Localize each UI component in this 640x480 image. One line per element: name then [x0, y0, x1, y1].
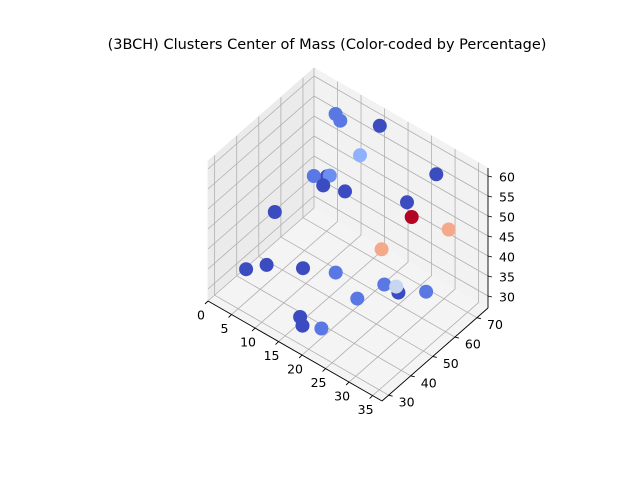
grid-line-z-left	[207, 75, 315, 170]
data-point	[316, 178, 331, 193]
data-points	[239, 107, 456, 336]
y-axis-line	[381, 307, 489, 402]
x-tick-label: 10	[240, 335, 256, 350]
grid-line-z-left	[207, 115, 315, 210]
grid-line-z-back	[313, 95, 489, 197]
data-point	[374, 242, 389, 257]
data-point	[404, 210, 419, 224]
z-tick-mark	[487, 215, 493, 218]
axis-lines	[207, 168, 489, 402]
y-tick-label: 30	[399, 395, 415, 410]
data-point	[441, 222, 456, 237]
tick-labels: 0 5 10 15 20 25 30 35 30 40 50 60 70 30 35 40 45 50 55 60	[197, 170, 515, 418]
y-tick-mark	[410, 375, 415, 378]
y-tick-label: 70	[487, 317, 503, 332]
y-tick-label: 60	[465, 337, 481, 352]
data-point	[328, 265, 343, 280]
data-point	[296, 261, 310, 276]
y-tick-mark	[454, 336, 459, 339]
data-point	[353, 148, 367, 163]
grid-line-x-floor	[301, 261, 409, 356]
x-tick-label: 15	[264, 348, 280, 363]
grid-line-x-floor	[348, 288, 456, 383]
x-tick-mark	[251, 327, 256, 332]
x-tick-mark	[369, 395, 373, 399]
z-tick-mark	[487, 275, 493, 278]
grid-line-z-left	[207, 175, 315, 270]
grid-line-x-floor	[207, 207, 315, 302]
data-point	[338, 184, 352, 199]
grid-line-z-back	[313, 115, 489, 217]
grid-line-x-floor	[231, 221, 338, 315]
x-tick-mark	[298, 354, 303, 359]
data-point	[389, 279, 404, 294]
z-tick-label: 55	[499, 190, 515, 205]
grid-line-z-left	[207, 155, 315, 250]
z-tick-mark	[487, 235, 493, 238]
chart-title: (3BCH) Clusters Center of Mass (Color-co…	[108, 37, 547, 53]
grid-line-y-floor	[214, 294, 389, 396]
data-point	[400, 195, 414, 210]
z-tick-mark	[487, 195, 493, 198]
grid-line-x-floor	[254, 234, 362, 329]
z-tick-mark	[487, 175, 493, 178]
data-point	[429, 167, 444, 182]
data-point	[322, 168, 337, 183]
x-tick-label: 5	[221, 321, 229, 336]
grid-line-x-floor	[325, 275, 432, 369]
grid-line-z-left	[207, 95, 315, 190]
z-tick-mark	[487, 255, 493, 258]
y-tick-mark	[432, 356, 437, 358]
grid-line-z-left	[207, 195, 315, 290]
grid-line-z-back	[313, 155, 489, 257]
x-tick-label: 25	[311, 375, 327, 390]
z-tick-label: 35	[499, 270, 515, 285]
x-tick-mark	[345, 381, 350, 386]
grid-line-y-floor	[258, 256, 433, 357]
x-tick-label: 0	[197, 308, 205, 323]
z-tick-label: 50	[499, 210, 515, 225]
data-point	[306, 169, 321, 183]
grid-line-z-back	[313, 135, 489, 237]
grid-line-z-left	[207, 135, 315, 230]
data-point	[295, 318, 310, 333]
data-point	[372, 118, 387, 133]
x-tick-mark	[322, 368, 326, 372]
grid-line-z-back	[313, 75, 489, 177]
x-tick-label: 30	[334, 389, 350, 404]
x-axis-line	[207, 300, 383, 402]
z-tick-label: 60	[499, 170, 515, 185]
y-tick-mark	[388, 394, 393, 397]
z-tick-label: 40	[499, 250, 515, 265]
x-tick-mark	[275, 341, 279, 345]
x-tick-mark	[204, 300, 209, 305]
y-tick-label: 40	[421, 375, 437, 390]
data-point	[333, 113, 348, 128]
z-tick-label: 45	[499, 230, 515, 245]
data-point	[419, 284, 434, 299]
data-point	[377, 277, 392, 292]
grid-line-y-floor	[280, 236, 456, 338]
data-point	[239, 262, 254, 277]
y-tick-label: 50	[443, 356, 459, 371]
y-tick-mark	[476, 317, 482, 320]
data-point	[350, 291, 365, 306]
data-point	[259, 257, 274, 272]
data-point	[267, 205, 282, 219]
z-tick-mark	[487, 295, 493, 298]
grid-line-z-back	[313, 195, 489, 297]
x-tick-mark	[228, 314, 232, 318]
grid-line-x-floor	[372, 302, 479, 396]
z-tick-label: 30	[499, 290, 515, 305]
x-tick-label: 20	[287, 362, 303, 377]
x-tick-label: 35	[358, 402, 374, 417]
data-point	[314, 321, 329, 336]
grid-line-y-floor	[302, 217, 478, 319]
